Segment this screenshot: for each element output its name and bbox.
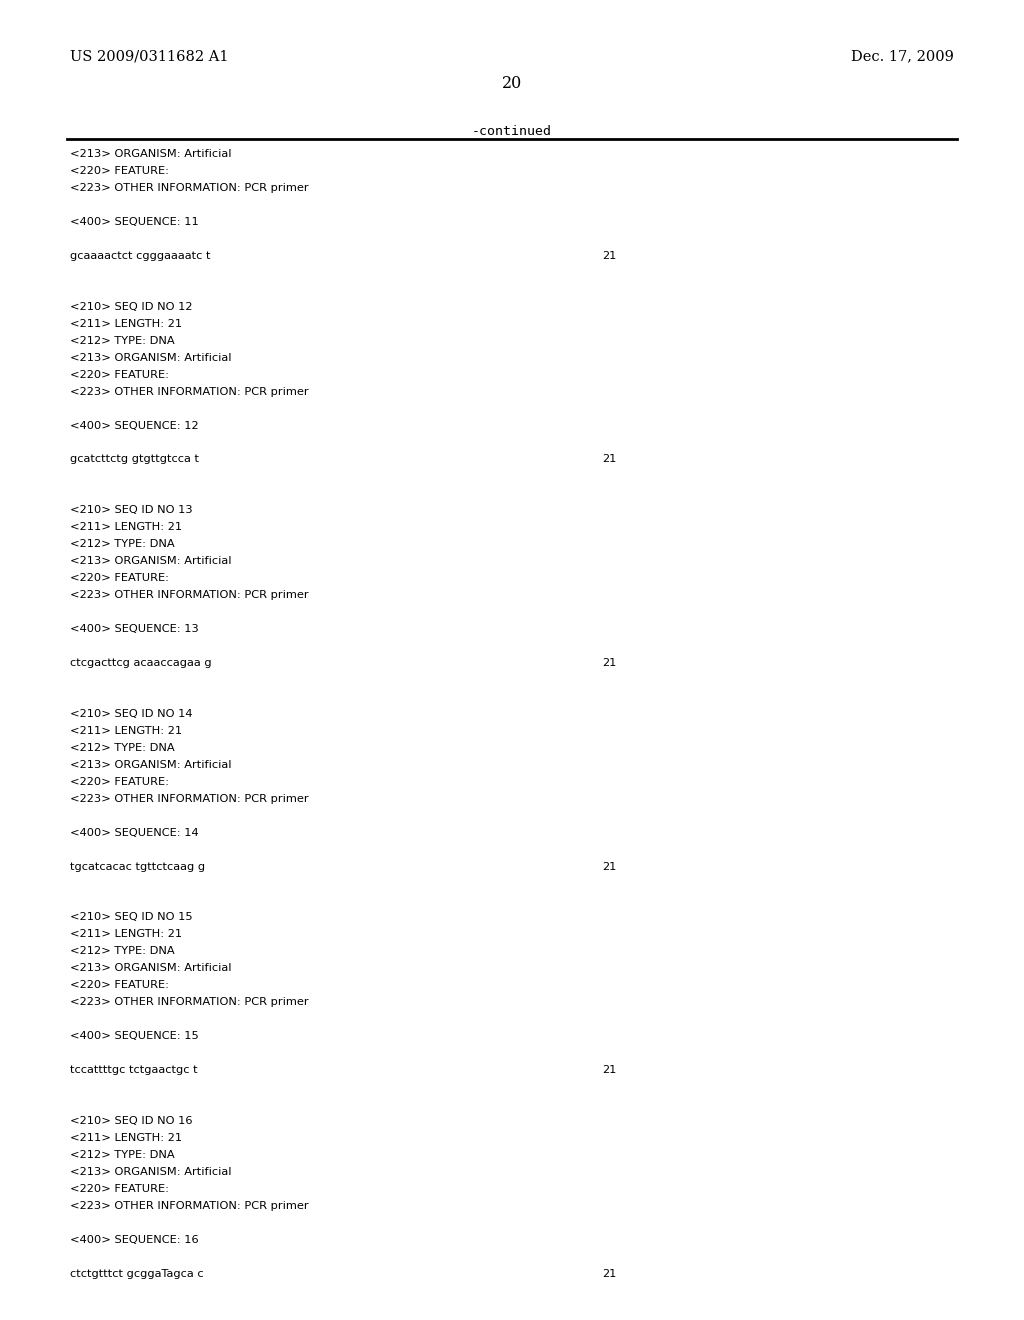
Text: <211> LENGTH: 21: <211> LENGTH: 21 bbox=[70, 319, 181, 329]
Text: 21: 21 bbox=[602, 454, 616, 465]
Text: <213> ORGANISM: Artificial: <213> ORGANISM: Artificial bbox=[70, 352, 231, 363]
Text: 20: 20 bbox=[502, 74, 522, 91]
Text: <212> TYPE: DNA: <212> TYPE: DNA bbox=[70, 540, 174, 549]
Text: <223> OTHER INFORMATION: PCR primer: <223> OTHER INFORMATION: PCR primer bbox=[70, 183, 308, 193]
Text: <211> LENGTH: 21: <211> LENGTH: 21 bbox=[70, 523, 181, 532]
Text: <220> FEATURE:: <220> FEATURE: bbox=[70, 166, 169, 176]
Text: <210> SEQ ID NO 16: <210> SEQ ID NO 16 bbox=[70, 1115, 193, 1126]
Text: <211> LENGTH: 21: <211> LENGTH: 21 bbox=[70, 929, 181, 940]
Text: <212> TYPE: DNA: <212> TYPE: DNA bbox=[70, 335, 174, 346]
Text: 21: 21 bbox=[602, 1269, 616, 1279]
Text: <400> SEQUENCE: 13: <400> SEQUENCE: 13 bbox=[70, 624, 199, 634]
Text: <400> SEQUENCE: 15: <400> SEQUENCE: 15 bbox=[70, 1031, 199, 1041]
Text: <213> ORGANISM: Artificial: <213> ORGANISM: Artificial bbox=[70, 964, 231, 973]
Text: tgcatcacac tgttctcaag g: tgcatcacac tgttctcaag g bbox=[70, 862, 205, 871]
Text: <400> SEQUENCE: 16: <400> SEQUENCE: 16 bbox=[70, 1234, 199, 1245]
Text: 21: 21 bbox=[602, 862, 616, 871]
Text: tccattttgc tctgaactgc t: tccattttgc tctgaactgc t bbox=[70, 1065, 198, 1074]
Text: <223> OTHER INFORMATION: PCR primer: <223> OTHER INFORMATION: PCR primer bbox=[70, 387, 308, 396]
Text: <210> SEQ ID NO 15: <210> SEQ ID NO 15 bbox=[70, 912, 193, 923]
Text: <223> OTHER INFORMATION: PCR primer: <223> OTHER INFORMATION: PCR primer bbox=[70, 998, 308, 1007]
Text: <213> ORGANISM: Artificial: <213> ORGANISM: Artificial bbox=[70, 149, 231, 160]
Text: <220> FEATURE:: <220> FEATURE: bbox=[70, 573, 169, 583]
Text: <220> FEATURE:: <220> FEATURE: bbox=[70, 776, 169, 787]
Text: <213> ORGANISM: Artificial: <213> ORGANISM: Artificial bbox=[70, 1167, 231, 1177]
Text: <211> LENGTH: 21: <211> LENGTH: 21 bbox=[70, 1133, 181, 1143]
Text: <220> FEATURE:: <220> FEATURE: bbox=[70, 1184, 169, 1193]
Text: Dec. 17, 2009: Dec. 17, 2009 bbox=[852, 49, 954, 63]
Text: 21: 21 bbox=[602, 659, 616, 668]
Text: 21: 21 bbox=[602, 251, 616, 261]
Text: gcatcttctg gtgttgtcca t: gcatcttctg gtgttgtcca t bbox=[70, 454, 199, 465]
Text: <213> ORGANISM: Artificial: <213> ORGANISM: Artificial bbox=[70, 556, 231, 566]
Text: -continued: -continued bbox=[472, 125, 552, 139]
Text: <210> SEQ ID NO 14: <210> SEQ ID NO 14 bbox=[70, 709, 193, 719]
Text: <223> OTHER INFORMATION: PCR primer: <223> OTHER INFORMATION: PCR primer bbox=[70, 793, 308, 804]
Text: <400> SEQUENCE: 14: <400> SEQUENCE: 14 bbox=[70, 828, 199, 838]
Text: <211> LENGTH: 21: <211> LENGTH: 21 bbox=[70, 726, 181, 735]
Text: <220> FEATURE:: <220> FEATURE: bbox=[70, 370, 169, 380]
Text: <220> FEATURE:: <220> FEATURE: bbox=[70, 981, 169, 990]
Text: <400> SEQUENCE: 12: <400> SEQUENCE: 12 bbox=[70, 421, 199, 430]
Text: <210> SEQ ID NO 13: <210> SEQ ID NO 13 bbox=[70, 506, 193, 515]
Text: gcaaaactct cgggaaaatc t: gcaaaactct cgggaaaatc t bbox=[70, 251, 210, 261]
Text: 21: 21 bbox=[602, 1065, 616, 1074]
Text: <400> SEQUENCE: 11: <400> SEQUENCE: 11 bbox=[70, 216, 199, 227]
Text: <223> OTHER INFORMATION: PCR primer: <223> OTHER INFORMATION: PCR primer bbox=[70, 1201, 308, 1210]
Text: <212> TYPE: DNA: <212> TYPE: DNA bbox=[70, 743, 174, 752]
Text: US 2009/0311682 A1: US 2009/0311682 A1 bbox=[70, 49, 228, 63]
Text: <223> OTHER INFORMATION: PCR primer: <223> OTHER INFORMATION: PCR primer bbox=[70, 590, 308, 601]
Text: <213> ORGANISM: Artificial: <213> ORGANISM: Artificial bbox=[70, 760, 231, 770]
Text: ctcgacttcg acaaccagaa g: ctcgacttcg acaaccagaa g bbox=[70, 659, 211, 668]
Text: <210> SEQ ID NO 12: <210> SEQ ID NO 12 bbox=[70, 302, 193, 312]
Text: ctctgtttct gcggaTagca c: ctctgtttct gcggaTagca c bbox=[70, 1269, 203, 1279]
Text: <212> TYPE: DNA: <212> TYPE: DNA bbox=[70, 946, 174, 957]
Text: <212> TYPE: DNA: <212> TYPE: DNA bbox=[70, 1150, 174, 1160]
